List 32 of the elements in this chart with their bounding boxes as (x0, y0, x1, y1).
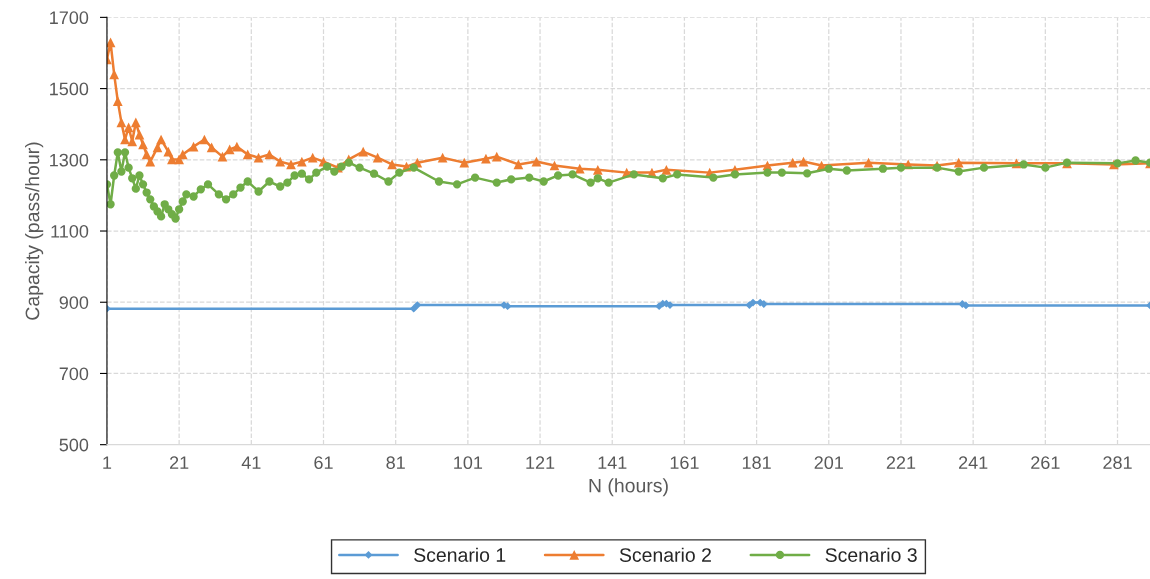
legend-label: Scenario 3 (825, 547, 917, 562)
legend-label: Scenario 2 (619, 547, 711, 562)
y-tick-label: 700 (59, 367, 89, 381)
point (666, 301, 674, 310)
point (962, 301, 970, 310)
x-tick-label: 41 (241, 456, 261, 469)
x-tick-label: 21 (170, 456, 189, 469)
y-tick-label: 1100 (51, 224, 89, 238)
x-tick-label: 81 (386, 456, 405, 470)
x-axis-title: N (hours) (589, 478, 668, 497)
x-tick-label: 201 (814, 456, 843, 470)
x-tick-label: 161 (670, 456, 699, 470)
x-tick-label: 221 (886, 456, 916, 469)
point (409, 304, 418, 313)
x-tick-label: 101 (454, 456, 483, 470)
x-tick-label: 241 (959, 456, 988, 469)
x-tick-label: 141 (598, 456, 627, 469)
y-tick-label: 1500 (50, 82, 89, 96)
y-tick-label: 1700 (50, 11, 89, 25)
x-tick-label: 1 (103, 456, 112, 469)
point (413, 301, 422, 310)
y-tick-label: 900 (59, 296, 89, 309)
y-tick-label: 500 (59, 438, 89, 452)
x-tick-label: 261 (1031, 456, 1060, 470)
x-tick-label: 61 (314, 456, 333, 470)
y-axis-title: Capacity (pass/hour) (25, 142, 44, 320)
x-tick-label: 181 (742, 456, 771, 470)
point (749, 298, 757, 307)
x-tick-label: 281 (1103, 456, 1132, 470)
x-tick-label: 121 (526, 456, 555, 469)
legend-label: Scenario 1 (414, 547, 506, 562)
y-tick-label: 1300 (50, 153, 89, 167)
